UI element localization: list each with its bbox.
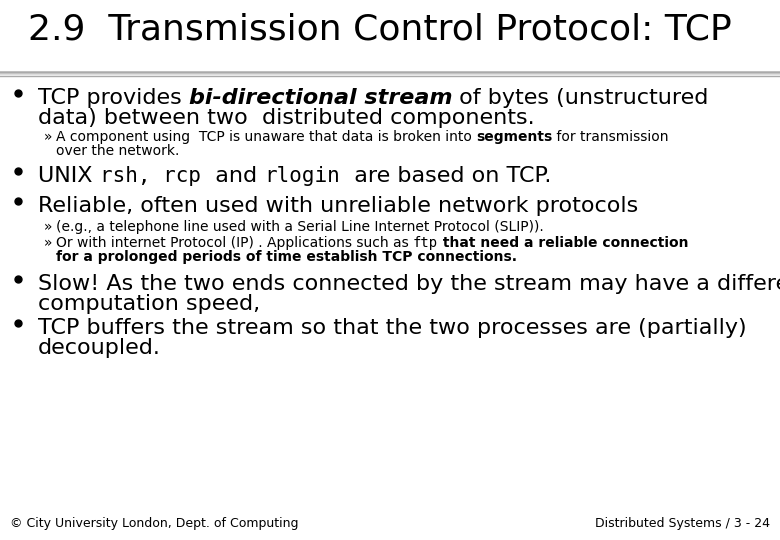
Text: and: and bbox=[200, 166, 264, 186]
Text: 2.9  Transmission Control Protocol: TCP: 2.9 Transmission Control Protocol: TCP bbox=[28, 12, 732, 46]
Text: computation speed,: computation speed, bbox=[38, 294, 260, 314]
Text: © City University London, Dept. of Computing: © City University London, Dept. of Compu… bbox=[10, 517, 299, 530]
Text: »: » bbox=[44, 236, 52, 250]
Text: data) between two  distributed components.: data) between two distributed components… bbox=[38, 108, 534, 128]
Text: UNIX: UNIX bbox=[38, 166, 100, 186]
Text: TCP buffers the stream so that the two processes are (partially): TCP buffers the stream so that the two p… bbox=[38, 318, 746, 338]
Text: Distributed Systems / 3 - 24: Distributed Systems / 3 - 24 bbox=[595, 517, 770, 530]
Text: TCP provides: TCP provides bbox=[38, 88, 189, 108]
Text: »: » bbox=[44, 220, 52, 234]
Text: decoupled.: decoupled. bbox=[38, 338, 161, 358]
Text: rsh, rcp: rsh, rcp bbox=[100, 166, 200, 186]
Text: (e.g., a telephone line used with a Serial Line Internet Protocol (SLIP)).: (e.g., a telephone line used with a Seri… bbox=[56, 220, 544, 234]
Text: for a prolonged periods of time establish TCP connections.: for a prolonged periods of time establis… bbox=[56, 250, 517, 264]
Text: are based on TCP.: are based on TCP. bbox=[339, 166, 551, 186]
Text: segments: segments bbox=[477, 130, 552, 144]
Text: rlogin: rlogin bbox=[264, 166, 339, 186]
Text: »: » bbox=[44, 130, 52, 144]
Text: Or with internet Protocol (IP) . Applications such as: Or with internet Protocol (IP) . Applica… bbox=[56, 236, 413, 250]
Text: Reliable, often used with unreliable network protocols: Reliable, often used with unreliable net… bbox=[38, 196, 638, 216]
Text: that need a reliable connection: that need a reliable connection bbox=[438, 236, 689, 250]
Text: Slow! As the two ends connected by the stream may have a different: Slow! As the two ends connected by the s… bbox=[38, 274, 780, 294]
Text: for transmission: for transmission bbox=[552, 130, 669, 144]
Text: over the network.: over the network. bbox=[56, 144, 179, 158]
Text: ftp: ftp bbox=[413, 236, 438, 250]
Text: A component using  TCP is unaware that data is broken into: A component using TCP is unaware that da… bbox=[56, 130, 477, 144]
Text: bi-directional stream: bi-directional stream bbox=[189, 88, 452, 108]
Text: of bytes (unstructured: of bytes (unstructured bbox=[452, 88, 709, 108]
